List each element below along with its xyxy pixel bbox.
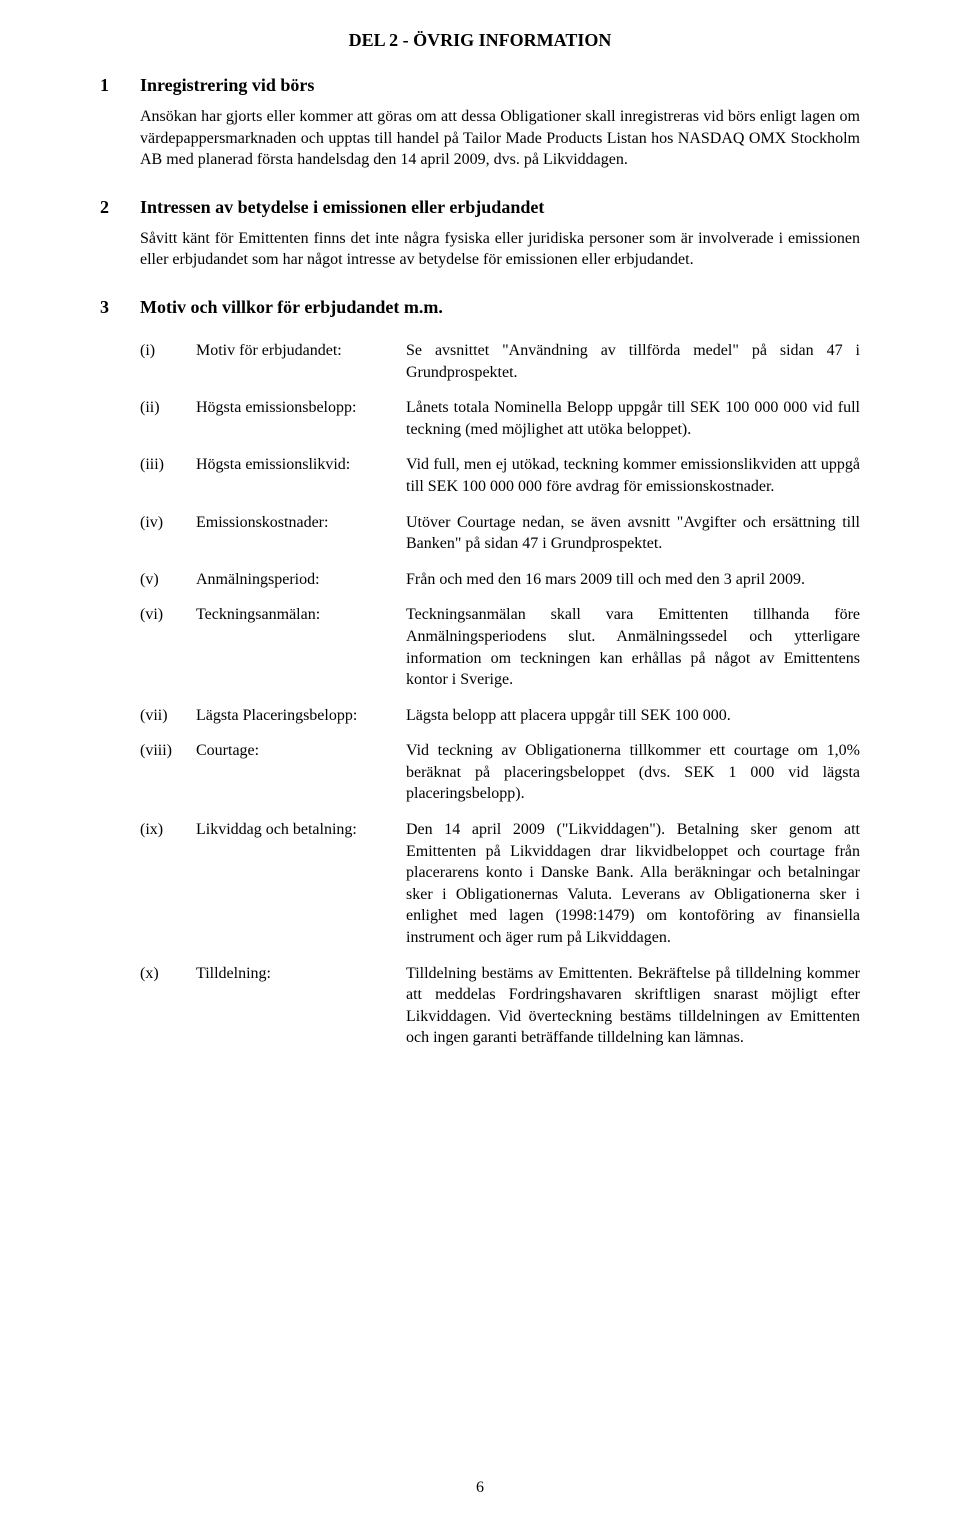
document-page: DEL 2 - ÖVRIG INFORMATION 1 Inregistreri… <box>0 0 960 1517</box>
item-number: (ii) <box>140 397 196 440</box>
section-heading: Intressen av betydelse i emissionen elle… <box>140 197 860 218</box>
section-2: 2 Intressen av betydelse i emissionen el… <box>100 197 860 285</box>
item-label: Högsta emissionslikvid: <box>196 454 406 497</box>
section-3: 3 Motiv och villkor för erbjudandet m.m. <box>100 297 860 328</box>
item-number: (iii) <box>140 454 196 497</box>
item-row: (iii) Högsta emissionslikvid: Vid full, … <box>140 454 860 497</box>
section-number: 3 <box>100 297 140 328</box>
item-number: (x) <box>140 963 196 1049</box>
item-label: Tilldelning: <box>196 963 406 1049</box>
item-label: Teckningsanmälan: <box>196 604 406 690</box>
section-body: Inregistrering vid börs Ansökan har gjor… <box>140 75 860 185</box>
section-body: Intressen av betydelse i emissionen elle… <box>140 197 860 285</box>
document-title: DEL 2 - ÖVRIG INFORMATION <box>100 30 860 51</box>
item-row: (ii) Högsta emissionsbelopp: Lånets tota… <box>140 397 860 440</box>
item-label: Anmälningsperiod: <box>196 569 406 591</box>
item-value: Lånets totala Nominella Belopp uppgår ti… <box>406 397 860 440</box>
item-number: (v) <box>140 569 196 591</box>
item-row: (v) Anmälningsperiod: Från och med den 1… <box>140 569 860 591</box>
item-label: Likviddag och betalning: <box>196 819 406 949</box>
item-row: (iv) Emissionskostnader: Utöver Courtage… <box>140 512 860 555</box>
item-row: (ix) Likviddag och betalning: Den 14 apr… <box>140 819 860 949</box>
item-value: Tilldelning bestäms av Emittenten. Bekrä… <box>406 963 860 1049</box>
item-row: (vii) Lägsta Placeringsbelopp: Lägsta be… <box>140 705 860 727</box>
items-list: (i) Motiv för erbjudandet: Se avsnittet … <box>140 340 860 1049</box>
item-value: Den 14 april 2009 ("Likviddagen"). Betal… <box>406 819 860 949</box>
item-label: Courtage: <box>196 740 406 805</box>
section-paragraph: Såvitt känt för Emittenten finns det int… <box>140 228 860 271</box>
item-number: (viii) <box>140 740 196 805</box>
item-number: (vi) <box>140 604 196 690</box>
item-value: Vid full, men ej utökad, teckning kommer… <box>406 454 860 497</box>
section-number: 1 <box>100 75 140 185</box>
item-number: (i) <box>140 340 196 383</box>
section-paragraph: Ansökan har gjorts eller kommer att göra… <box>140 106 860 171</box>
item-number: (iv) <box>140 512 196 555</box>
section-number: 2 <box>100 197 140 285</box>
item-label: Motiv för erbjudandet: <box>196 340 406 383</box>
item-value: Från och med den 16 mars 2009 till och m… <box>406 569 860 591</box>
item-value: Se avsnittet "Användning av tillförda me… <box>406 340 860 383</box>
item-value: Vid teckning av Obligationerna tillkomme… <box>406 740 860 805</box>
item-row: (viii) Courtage: Vid teckning av Obligat… <box>140 740 860 805</box>
item-label: Lägsta Placeringsbelopp: <box>196 705 406 727</box>
item-row: (vi) Teckningsanmälan: Teckningsanmälan … <box>140 604 860 690</box>
item-row: (x) Tilldelning: Tilldelning bestäms av … <box>140 963 860 1049</box>
section-heading: Motiv och villkor för erbjudandet m.m. <box>140 297 860 318</box>
item-value: Utöver Courtage nedan, se även avsnitt "… <box>406 512 860 555</box>
section-heading: Inregistrering vid börs <box>140 75 860 96</box>
page-number: 6 <box>0 1479 960 1497</box>
section-body: Motiv och villkor för erbjudandet m.m. <box>140 297 860 328</box>
section-1: 1 Inregistrering vid börs Ansökan har gj… <box>100 75 860 185</box>
item-number: (ix) <box>140 819 196 949</box>
item-value: Lägsta belopp att placera uppgår till SE… <box>406 705 860 727</box>
item-label: Emissionskostnader: <box>196 512 406 555</box>
item-value: Teckningsanmälan skall vara Emittenten t… <box>406 604 860 690</box>
item-row: (i) Motiv för erbjudandet: Se avsnittet … <box>140 340 860 383</box>
item-label: Högsta emissionsbelopp: <box>196 397 406 440</box>
item-number: (vii) <box>140 705 196 727</box>
